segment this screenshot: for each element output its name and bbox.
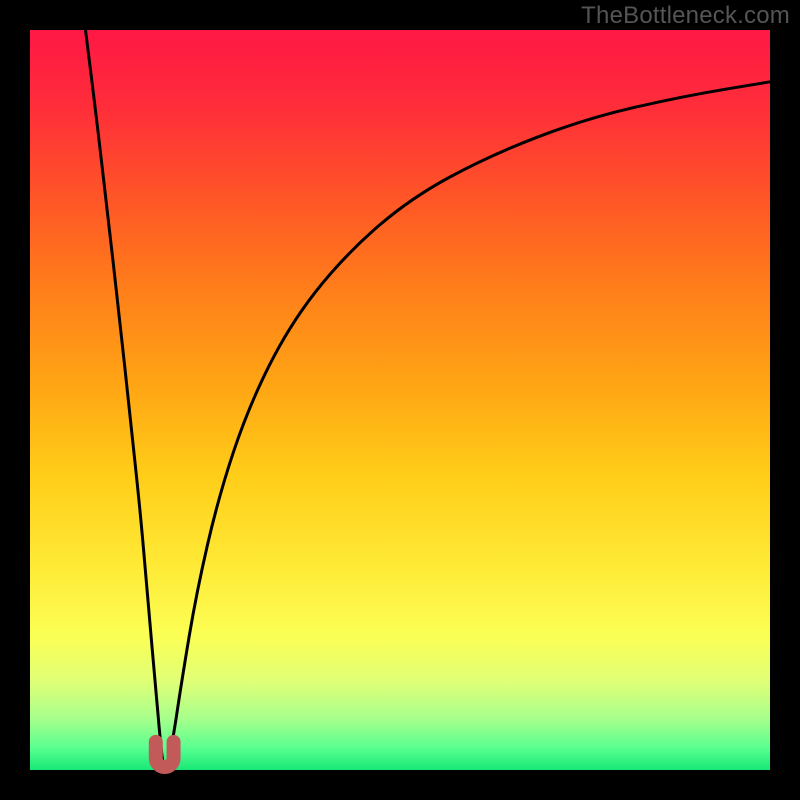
gradient-background [30,30,770,770]
bottleneck-chart [0,0,800,800]
watermark-text: TheBottleneck.com [581,2,790,30]
chart-container: TheBottleneck.com [0,0,800,800]
